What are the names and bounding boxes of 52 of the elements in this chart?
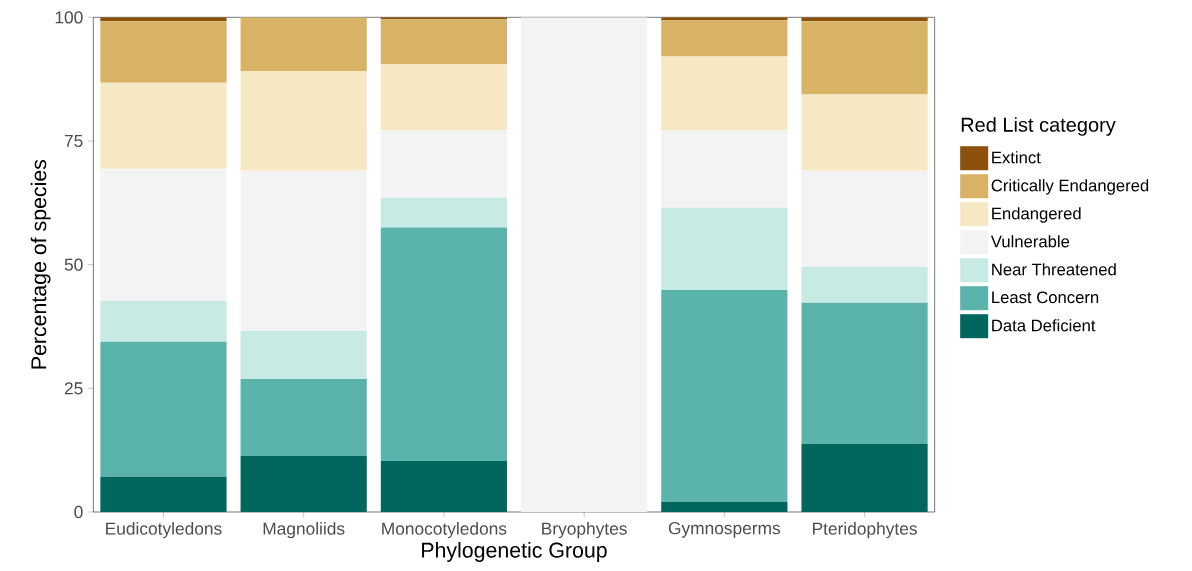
x-tick-label: Pteridophytes (812, 522, 917, 539)
bar (661, 290, 788, 503)
bar (100, 477, 227, 513)
y-tick-label: 25 (64, 382, 83, 395)
x-tick-label: Gymnosperms (668, 522, 781, 538)
bar (801, 443, 928, 513)
bar (100, 21, 227, 83)
x-tick-label: Monocotyledons (382, 522, 507, 539)
bar (801, 266, 928, 303)
bar (801, 21, 928, 95)
x-tick-label: Bryophytes (542, 522, 627, 539)
y-tick-label: 100 (55, 11, 83, 24)
bar (801, 94, 928, 171)
y-tick-label: 75 (64, 135, 83, 148)
legend-label: Endangered (992, 207, 1081, 223)
y-axis-title: Percentage of species (30, 160, 51, 369)
bar (521, 17, 648, 513)
bar (661, 130, 788, 208)
bar (240, 331, 367, 380)
bar (661, 56, 788, 131)
x-tick-label: Magnoliids (263, 522, 345, 539)
legend-label: Extinct (992, 151, 1041, 164)
bar (380, 130, 507, 198)
x-axis-title: Phylogenetic Group (422, 542, 607, 563)
bar (100, 300, 227, 342)
bar (240, 456, 367, 513)
legend-label: Vulnerable (990, 235, 1070, 248)
bar (240, 17, 367, 72)
bar (240, 71, 367, 171)
legend-title: Red List category (961, 117, 1116, 136)
bar (100, 168, 227, 301)
bar (100, 82, 227, 169)
bar (100, 342, 227, 478)
legend-label: Near Threatened (992, 263, 1116, 276)
bar (240, 379, 367, 457)
legend-label: Critically Endangered (991, 179, 1149, 195)
x-tick-label: Eudicotyledons (106, 522, 222, 539)
bar (380, 461, 507, 513)
bar (661, 20, 788, 57)
bar (380, 197, 507, 228)
legend-label: Data Deficient (992, 319, 1096, 332)
bar (240, 170, 367, 332)
bar (661, 207, 788, 291)
y-tick-label: 0 (74, 506, 83, 519)
bar (801, 302, 928, 444)
bar (801, 170, 928, 267)
bar (380, 64, 507, 131)
bar (380, 19, 507, 65)
y-tick-label: 50 (64, 258, 83, 271)
legend-label: Least Concern (992, 291, 1099, 304)
bar (661, 502, 788, 513)
bar (380, 227, 507, 462)
